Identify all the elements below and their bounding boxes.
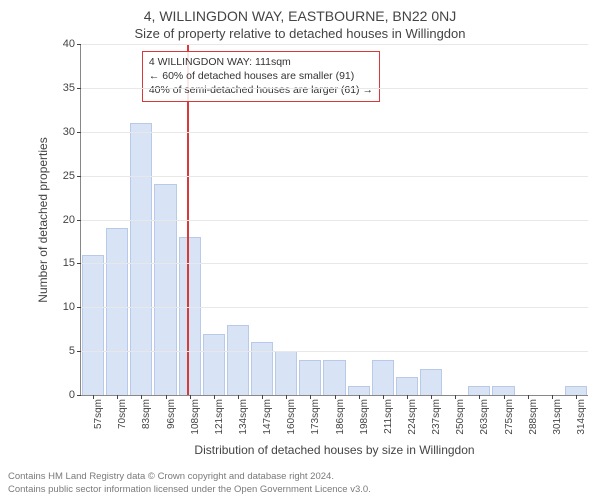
xtick-label: 224sqm	[407, 399, 418, 435]
xtick-label: 121sqm	[214, 399, 225, 435]
gridline	[81, 220, 588, 221]
gridline	[81, 307, 588, 308]
page-subtitle: Size of property relative to detached ho…	[0, 24, 600, 41]
xtick-label: 250sqm	[455, 399, 466, 435]
ytick-mark	[77, 88, 81, 89]
ytick-mark	[77, 132, 81, 133]
bar	[565, 386, 587, 395]
xtick-label: 173sqm	[310, 399, 321, 435]
bar	[82, 255, 104, 395]
ytick-label: 25	[63, 170, 75, 182]
ytick-mark	[77, 395, 81, 396]
ytick-mark	[77, 263, 81, 264]
gridline	[81, 132, 588, 133]
ytick-mark	[77, 351, 81, 352]
footer-line: Contains public sector information licen…	[8, 484, 371, 496]
y-axis-label: Number of detached properties	[36, 137, 50, 302]
bar	[154, 184, 176, 395]
xtick-label: 83sqm	[141, 399, 152, 429]
xtick-label: 134sqm	[238, 399, 249, 435]
ytick-mark	[77, 176, 81, 177]
ytick-mark	[77, 44, 81, 45]
ytick-label: 5	[69, 345, 75, 357]
info-box-line: 40% of semi-detached houses are larger (…	[149, 83, 373, 97]
bar	[372, 360, 394, 395]
info-box-line: 4 WILLINGDON WAY: 111sqm	[149, 55, 373, 69]
xtick-label: 70sqm	[117, 399, 128, 429]
xtick-label: 263sqm	[479, 399, 490, 435]
gridline	[81, 176, 588, 177]
info-box-line: ← 60% of detached houses are smaller (91…	[149, 69, 373, 83]
bar	[106, 228, 128, 395]
ytick-label: 35	[63, 82, 75, 94]
bar	[203, 334, 225, 395]
footer: Contains HM Land Registry data © Crown c…	[8, 471, 371, 496]
ytick-label: 40	[63, 38, 75, 50]
xtick-label: 198sqm	[359, 399, 370, 435]
xtick-label: 301sqm	[552, 399, 563, 435]
xtick-label: 314sqm	[576, 399, 587, 435]
ytick-mark	[77, 220, 81, 221]
xtick-label: 96sqm	[166, 399, 177, 429]
bar	[468, 386, 490, 395]
xtick-label: 288sqm	[528, 399, 539, 435]
xtick-label: 108sqm	[190, 399, 201, 435]
info-box: 4 WILLINGDON WAY: 111sqm ← 60% of detach…	[142, 51, 380, 102]
footer-line: Contains HM Land Registry data © Crown c…	[8, 471, 371, 483]
gridline	[81, 88, 588, 89]
bar	[299, 360, 321, 395]
ytick-label: 30	[63, 126, 75, 138]
chart-container: Number of detached properties Distributi…	[52, 44, 588, 424]
bar	[275, 351, 297, 395]
x-axis-label: Distribution of detached houses by size …	[194, 443, 474, 457]
bar	[420, 369, 442, 395]
gridline	[81, 44, 588, 45]
ytick-label: 10	[63, 301, 75, 313]
xtick-label: 186sqm	[335, 399, 346, 435]
bar	[396, 377, 418, 395]
ytick-label: 20	[63, 214, 75, 226]
ytick-label: 15	[63, 257, 75, 269]
xtick-label: 237sqm	[431, 399, 442, 435]
bar	[323, 360, 345, 395]
bar	[130, 123, 152, 395]
gridline	[81, 351, 588, 352]
bar	[227, 325, 249, 395]
ytick-label: 0	[69, 389, 75, 401]
xtick-label: 211sqm	[383, 399, 394, 434]
xtick-label: 160sqm	[286, 399, 297, 435]
ytick-mark	[77, 307, 81, 308]
gridline	[81, 263, 588, 264]
page-title: 4, WILLINGDON WAY, EASTBOURNE, BN22 0NJ	[0, 0, 600, 24]
xtick-label: 147sqm	[262, 399, 273, 435]
xtick-label: 275sqm	[504, 399, 515, 435]
bar	[492, 386, 514, 395]
bar	[179, 237, 201, 395]
bar	[348, 386, 370, 395]
plot-area: Number of detached properties Distributi…	[80, 44, 588, 396]
xtick-label: 57sqm	[93, 399, 104, 429]
